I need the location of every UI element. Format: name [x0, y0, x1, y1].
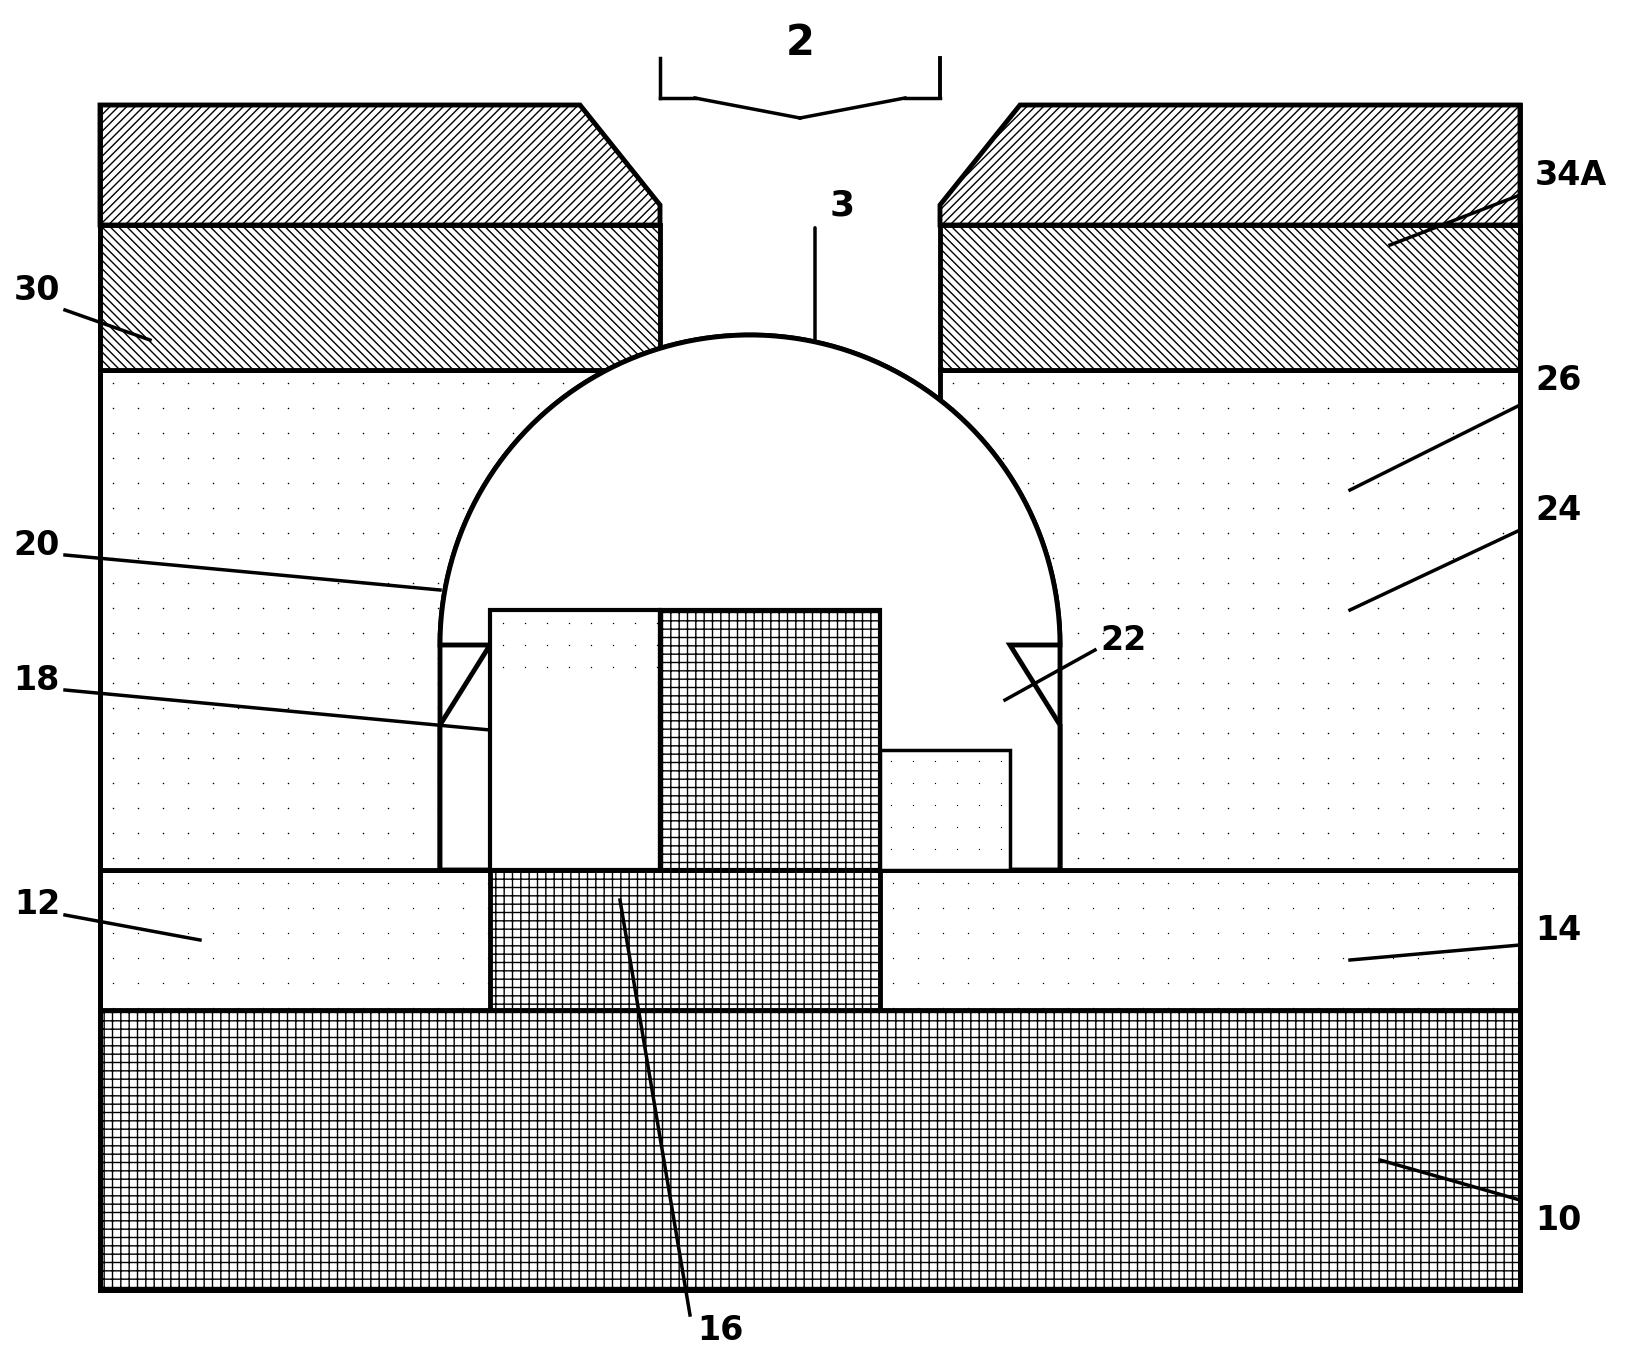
Bar — [100, 870, 1521, 1010]
Bar — [881, 750, 1010, 870]
Polygon shape — [440, 335, 1061, 870]
Polygon shape — [440, 335, 1061, 870]
Polygon shape — [489, 400, 1010, 870]
Text: 10: 10 — [1536, 1204, 1581, 1236]
Text: 30: 30 — [13, 274, 61, 307]
Text: 34A: 34A — [1536, 159, 1608, 191]
Bar — [100, 1010, 1521, 1291]
Text: 14: 14 — [1536, 913, 1581, 946]
Polygon shape — [940, 104, 1521, 225]
Bar — [100, 370, 660, 870]
Bar — [660, 611, 881, 870]
Text: 2: 2 — [786, 22, 815, 64]
Bar — [489, 870, 881, 1010]
Text: 26: 26 — [1536, 364, 1581, 396]
Text: 12: 12 — [13, 889, 61, 921]
Text: 22: 22 — [1100, 623, 1146, 657]
Bar — [940, 225, 1521, 370]
Bar — [100, 1010, 1521, 1291]
Text: 16: 16 — [697, 1314, 743, 1346]
Polygon shape — [100, 104, 660, 225]
Bar — [940, 370, 1521, 870]
Text: 20: 20 — [13, 528, 61, 562]
Bar — [489, 870, 881, 1010]
Bar — [940, 225, 1521, 370]
Text: 24: 24 — [1536, 494, 1581, 527]
Bar — [489, 611, 660, 870]
Bar — [100, 225, 660, 370]
Bar — [660, 611, 881, 870]
Text: 3: 3 — [830, 189, 855, 223]
Bar — [100, 225, 660, 370]
Text: 18: 18 — [13, 664, 61, 696]
